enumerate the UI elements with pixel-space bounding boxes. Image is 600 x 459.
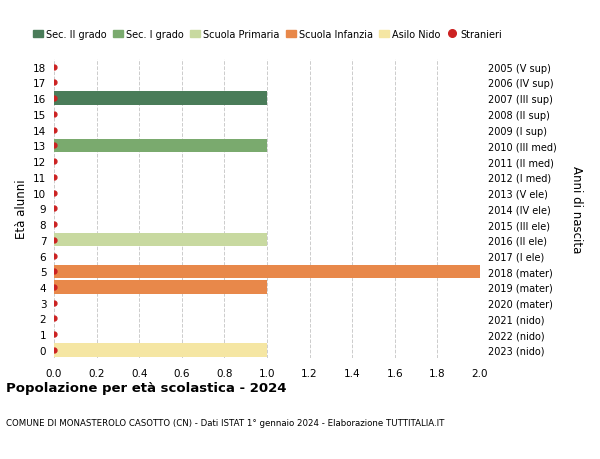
Y-axis label: Età alunni: Età alunni: [14, 179, 28, 239]
Bar: [54, 92, 267, 106]
Bar: [54, 281, 267, 294]
Legend: Sec. II grado, Sec. I grado, Scuola Primaria, Scuola Infanzia, Asilo Nido, Stran: Sec. II grado, Sec. I grado, Scuola Prim…: [29, 26, 506, 44]
Text: Popolazione per età scolastica - 2024: Popolazione per età scolastica - 2024: [6, 381, 287, 394]
Y-axis label: Anni di nascita: Anni di nascita: [570, 165, 583, 252]
Bar: [54, 265, 480, 278]
Bar: [54, 234, 267, 247]
Bar: [54, 140, 267, 153]
Text: COMUNE DI MONASTEROLO CASOTTO (CN) - Dati ISTAT 1° gennaio 2024 - Elaborazione T: COMUNE DI MONASTEROLO CASOTTO (CN) - Dat…: [6, 418, 445, 427]
Bar: [54, 343, 267, 357]
